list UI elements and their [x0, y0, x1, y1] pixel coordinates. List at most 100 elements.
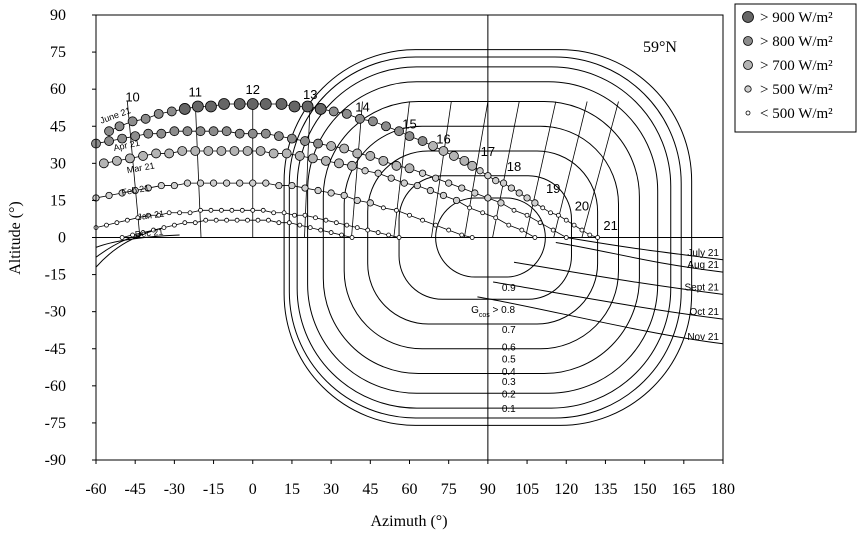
sun-path-point — [302, 212, 308, 218]
hour-label: 18 — [507, 159, 521, 174]
gcos-contour — [343, 125, 619, 350]
month-label-left: Dec 21 — [134, 227, 163, 240]
sun-path-point — [118, 189, 126, 197]
sun-path-point — [381, 121, 391, 132]
sun-path-point — [114, 121, 125, 132]
sun-path-point — [467, 160, 478, 171]
sun-path-point — [396, 235, 402, 240]
hour-line — [351, 101, 363, 238]
month-extension-curve — [477, 296, 724, 345]
sun-path-point — [579, 227, 585, 233]
sun-path-point — [492, 177, 500, 185]
month-extension-curve — [493, 281, 724, 320]
y-tick-label: 15 — [50, 192, 66, 209]
sun-path-point — [323, 217, 329, 223]
hour-line — [525, 101, 557, 238]
sun-path-point — [459, 232, 465, 238]
sun-path-point — [218, 207, 224, 213]
sun-path-point — [177, 210, 183, 216]
sun-path-point — [275, 181, 283, 190]
gcos-contour — [307, 81, 659, 394]
sun-path-point — [166, 210, 172, 216]
sun-path-point — [124, 217, 130, 223]
sun-path-point — [156, 212, 162, 218]
sun-path-point — [182, 126, 193, 137]
sun-path-point — [229, 146, 240, 156]
y-tick-label: 0 — [58, 230, 66, 247]
month-extension-curve — [566, 237, 724, 261]
sun-path-point — [420, 217, 425, 223]
hour-line — [393, 101, 410, 238]
sun-path-point — [563, 217, 569, 223]
sun-path-point — [125, 153, 135, 164]
sun-path-point — [361, 167, 369, 175]
y-tick-label: 60 — [50, 81, 66, 98]
sun-path-point — [198, 207, 203, 213]
x-tick-label: 45 — [362, 481, 378, 498]
x-tick-label: -60 — [85, 481, 106, 498]
hour-line — [194, 101, 202, 238]
sun-path-point — [112, 155, 122, 166]
sun-path-point — [234, 217, 240, 223]
sun-path-point — [524, 212, 530, 218]
sun-path-point — [587, 232, 593, 238]
sun-path-point — [353, 196, 361, 205]
sun-path-point — [354, 225, 360, 231]
sun-path-point — [273, 131, 284, 142]
sun-path-point — [548, 210, 553, 216]
sun-path-point — [275, 98, 288, 110]
sun-path-point — [352, 148, 363, 159]
sun-path-point — [242, 146, 253, 156]
month-extension-curve — [555, 241, 724, 273]
sun-path-point — [153, 108, 164, 119]
sun-path-point — [365, 227, 371, 233]
hour-label: 21 — [603, 218, 617, 233]
month-label-right: Sept 21 — [685, 282, 720, 293]
gcos-label: 0.7 — [502, 325, 516, 336]
sun-path-point — [556, 212, 561, 218]
sun-path-point — [432, 174, 440, 182]
sun-path-point — [104, 126, 114, 137]
x-tick-label: 135 — [593, 481, 617, 498]
sun-path-point — [182, 220, 188, 226]
x-tick-label: -45 — [125, 481, 146, 498]
sun-path-point — [446, 227, 452, 233]
sun-path-point — [452, 196, 461, 205]
sun-path-point — [245, 217, 250, 223]
sun-path-point — [407, 212, 412, 218]
sun-path-point — [151, 227, 156, 233]
sun-path-point — [247, 128, 258, 139]
sun-path-point — [288, 100, 301, 113]
sun-path-point — [366, 199, 374, 207]
legend-label: < 500 W/m² — [760, 106, 833, 122]
hour-label: 20 — [575, 198, 589, 213]
sun-path-point — [292, 212, 297, 218]
sun-path-point — [259, 98, 272, 110]
sun-path-point — [326, 141, 337, 151]
sun-path-point — [531, 199, 539, 207]
hour-line — [431, 101, 452, 238]
sun-path-point — [229, 207, 235, 213]
month-label-left: Feb 21 — [121, 183, 150, 198]
y-tick-label: 30 — [50, 155, 66, 172]
gcos-label: 0.9 — [502, 283, 516, 294]
sun-path-point — [218, 98, 230, 110]
sun-path-point — [203, 146, 214, 156]
sun-path-point — [276, 220, 282, 226]
sun-path-point — [341, 108, 352, 119]
legend-marker — [743, 36, 753, 46]
sun-path-point — [333, 220, 339, 226]
sun-path-point — [287, 133, 297, 144]
hour-line — [492, 101, 520, 238]
sun-path-point — [297, 222, 303, 228]
y-tick-label: -90 — [45, 452, 66, 469]
sun-path-point — [140, 230, 146, 235]
sun-path-point — [480, 210, 486, 216]
sun-path-point — [131, 186, 139, 195]
sun-path-point — [374, 169, 382, 177]
sun-path-point — [260, 207, 266, 213]
sun-path-point — [380, 205, 386, 211]
sun-path-line — [103, 150, 536, 238]
month-label-right: July 21 — [687, 248, 719, 259]
legend-marker — [744, 85, 752, 93]
